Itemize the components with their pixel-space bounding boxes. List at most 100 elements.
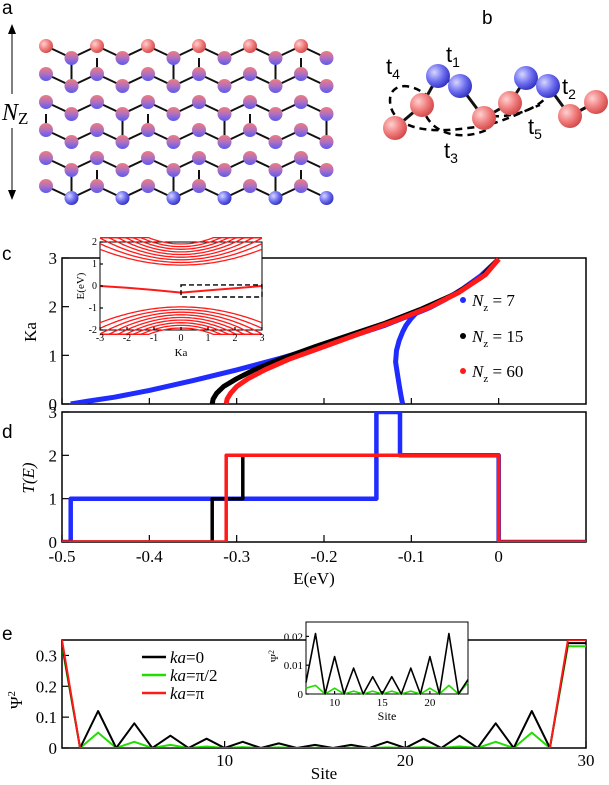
legend-e: ka=0 ka=π/2 ka=π bbox=[142, 648, 217, 703]
hopping-loop-t3 bbox=[420, 104, 491, 137]
inset-valence-band bbox=[99, 311, 263, 335]
lattice-atom bbox=[294, 179, 308, 193]
series-group-c bbox=[70, 258, 501, 404]
x-tick-label-d: -0.3 bbox=[223, 547, 250, 566]
y-tick-label-c: 1 bbox=[49, 346, 58, 365]
chain-atom bbox=[383, 116, 407, 140]
inset-conduction-band bbox=[100, 236, 262, 253]
lattice-atom bbox=[217, 79, 232, 93]
lattice-atom bbox=[90, 179, 104, 193]
y-tick-label-d: 1 bbox=[49, 490, 58, 509]
wavefunction-line-0 bbox=[62, 642, 586, 748]
chain-atom bbox=[536, 74, 560, 98]
legend-label-nz60: Nz = 60 bbox=[471, 362, 523, 385]
legend-marker-nz7 bbox=[460, 297, 466, 303]
inset-conduction-band bbox=[100, 236, 262, 256]
lattice-atom bbox=[166, 79, 181, 93]
inset-y-tick-label-e: 0.01 bbox=[284, 660, 303, 672]
inset-y-tick-label-e: 0 bbox=[298, 689, 304, 701]
lattice-atom bbox=[243, 39, 257, 53]
lattice-atom bbox=[166, 51, 181, 65]
hopping-label-t5: t5 bbox=[528, 114, 542, 142]
y-tick-label-c: 3 bbox=[49, 249, 58, 268]
lattice-atom bbox=[294, 151, 308, 165]
lattice-atom bbox=[90, 39, 104, 53]
nz-label: NZ bbox=[1, 100, 28, 128]
lattice-atom bbox=[64, 163, 79, 177]
nz-label-bg bbox=[0, 94, 38, 128]
legend-item-nz15: Nz = 15 bbox=[460, 327, 523, 350]
transmission-line-0 bbox=[62, 412, 586, 542]
x-axis-label-e: Site bbox=[311, 764, 337, 783]
x-tick-label-e: 30 bbox=[578, 751, 595, 770]
inset-x-tick-label-c: -1 bbox=[150, 333, 158, 344]
legend-item-ka-pi: ka=π bbox=[142, 684, 205, 703]
lattice-atom bbox=[90, 123, 104, 137]
lattice-atom bbox=[115, 135, 130, 149]
inset-y-tick-label-c: 0 bbox=[92, 281, 97, 292]
axis-ticks-d: 0 1 2 3 -0.5 -0.4 -0.3 -0.2 -0.1 0 bbox=[49, 403, 503, 566]
lattice-atom bbox=[90, 151, 104, 165]
lattice-atom bbox=[115, 51, 130, 65]
hopping-label-t4: t4 bbox=[386, 54, 400, 82]
lattice-atom bbox=[166, 107, 181, 121]
lattice-atom bbox=[64, 135, 79, 149]
lattice-atom bbox=[64, 51, 79, 65]
lattice-atom bbox=[192, 151, 206, 165]
lattice-atom bbox=[217, 191, 232, 205]
lattice-atom bbox=[319, 163, 334, 177]
inset-line-black bbox=[305, 632, 469, 695]
lattice-atoms bbox=[39, 39, 334, 205]
inset-y-label-e: Ψ2 bbox=[267, 650, 281, 662]
nz-arrow-head-down bbox=[8, 190, 16, 200]
chain-atom bbox=[558, 104, 582, 128]
legend-label-ka0: ka=0 bbox=[170, 648, 204, 667]
inset-x-tick-label-c: 0 bbox=[179, 333, 184, 344]
nz-arrow-head-up bbox=[8, 24, 16, 34]
inset-line-green bbox=[305, 681, 469, 695]
inset-x-tick-label-c: -2 bbox=[123, 333, 131, 344]
lattice-atom bbox=[268, 51, 283, 65]
inset-y-tick-label-c: -2 bbox=[89, 325, 97, 336]
axis-ticks-e: 0 0.1 0.2 0.3 10 20 30 bbox=[36, 646, 595, 770]
inset-valence-band bbox=[99, 308, 263, 329]
lattice-atom bbox=[39, 179, 53, 193]
lattice-atom bbox=[192, 179, 206, 193]
y-axis-label-d: T(E) bbox=[19, 462, 38, 494]
inset-conduction-band bbox=[100, 236, 262, 258]
lattice-atom bbox=[39, 123, 53, 137]
lattice-atom bbox=[192, 123, 206, 137]
y-tick-label-d: 0 bbox=[49, 533, 58, 552]
lattice-atom bbox=[243, 95, 257, 109]
lattice-atom bbox=[141, 151, 155, 165]
lattice-atom bbox=[319, 51, 334, 65]
lattice-atom bbox=[166, 135, 181, 149]
inset-conduction-band bbox=[99, 237, 263, 261]
inset-lines-e bbox=[305, 632, 469, 695]
series-group-e bbox=[62, 640, 586, 748]
chain-atom bbox=[514, 66, 538, 90]
hopping-diagram: t4 t1 t3 t5 t2 bbox=[383, 42, 608, 166]
lattice-atom bbox=[141, 39, 155, 53]
inset-valence-band bbox=[100, 319, 262, 336]
panel-label-d: d bbox=[2, 422, 13, 443]
transmission-line-2 bbox=[62, 453, 586, 542]
legend-item-ka0: ka=0 bbox=[142, 648, 204, 667]
hopping-label-t2: t2 bbox=[562, 74, 576, 102]
y-tick-label-e: 0 bbox=[49, 739, 58, 758]
lattice-atom bbox=[268, 191, 283, 205]
hopping-loop-t4 bbox=[388, 85, 541, 132]
lattice-atom bbox=[268, 135, 283, 149]
dispersion-line-0-branch bbox=[393, 311, 418, 404]
lattice-atom bbox=[141, 179, 155, 193]
lattice-atom bbox=[115, 79, 130, 93]
lattice-atom bbox=[243, 67, 257, 81]
legend-marker-nz60 bbox=[460, 368, 466, 374]
lattice-atom bbox=[115, 191, 130, 205]
chain-atom bbox=[426, 64, 450, 88]
inset-wavefunction: 10 15 20 0 0.01 0.02 Ψ2 Site bbox=[267, 621, 469, 723]
y-tick-label-d: 2 bbox=[49, 446, 58, 465]
legend-label-nz15: Nz = 15 bbox=[471, 327, 523, 350]
